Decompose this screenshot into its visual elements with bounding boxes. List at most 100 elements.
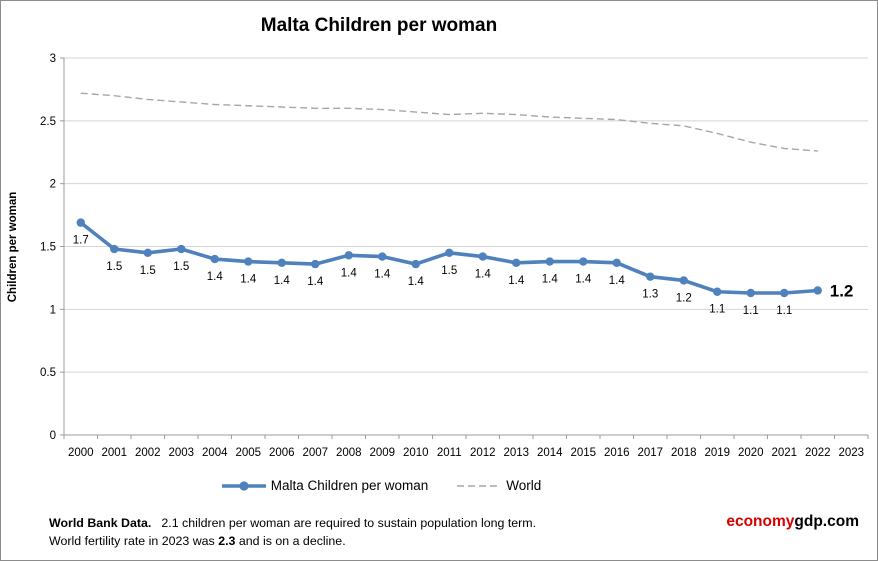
x-tick-label: 2004 xyxy=(202,447,228,459)
footer-source: World Bank Data. xyxy=(49,516,152,530)
x-tick-label: 2010 xyxy=(403,447,429,459)
x-tick-label: 2022 xyxy=(805,447,831,459)
x-tick-label: 2012 xyxy=(470,447,496,459)
y-tick-label: 1 xyxy=(50,304,56,316)
data-label: 1.5 xyxy=(140,265,156,277)
footer-line2: World fertility rate in 2023 was 2.3 and… xyxy=(49,533,536,551)
data-point xyxy=(713,287,722,296)
malta-series-line xyxy=(79,221,818,295)
data-label: 1.4 xyxy=(408,276,425,288)
y-tick-label: 2.5 xyxy=(40,116,56,128)
data-label: 1.5 xyxy=(106,261,122,273)
data-point xyxy=(512,258,521,268)
x-tick-label: 2009 xyxy=(369,447,395,459)
data-label: 1.4 xyxy=(341,267,358,279)
data-point xyxy=(545,257,554,266)
data-point xyxy=(244,257,253,266)
y-tick-label: 3 xyxy=(50,53,56,65)
data-point xyxy=(277,258,286,268)
data-point xyxy=(679,276,688,285)
data-label: 1.4 xyxy=(240,274,257,286)
footer-line2-pre: World fertility rate in 2023 was xyxy=(49,533,219,548)
data-label: 1.4 xyxy=(508,275,525,287)
x-tick-label: 2003 xyxy=(168,447,194,459)
latest-value-label: 1.2 xyxy=(830,281,854,300)
footer-line2-bold: 2.3 xyxy=(218,533,236,548)
x-tick-label: 2018 xyxy=(671,447,697,459)
data-label: 1.1 xyxy=(709,304,725,316)
chart-title: Malta Children per woman xyxy=(260,15,498,36)
x-tick-label: 2014 xyxy=(537,447,563,459)
data-label: 1.1 xyxy=(743,305,759,317)
x-tick-label: 2011 xyxy=(437,447,462,459)
x-tick-label: 2013 xyxy=(503,447,529,459)
data-point xyxy=(813,286,822,295)
chart-plot-area: Children per woman 3 2.5 2 1.5 1 0.5 0 2000 2001… xyxy=(7,53,869,459)
x-tick-label: 2002 xyxy=(135,447,161,459)
brand-logo-red: economy xyxy=(726,513,795,530)
data-point xyxy=(110,244,119,254)
data-point xyxy=(445,248,454,257)
x-tick-label: 2000 xyxy=(68,447,94,459)
y-axis-title: Children per woman xyxy=(7,192,19,303)
data-point xyxy=(143,248,152,257)
data-point xyxy=(344,251,353,260)
brand-logo[interactable]: economygdp.com xyxy=(726,513,859,531)
data-label: 1.4 xyxy=(274,275,291,287)
footer-line1-text: 2.1 children per woman are required to s… xyxy=(161,516,537,530)
data-point xyxy=(780,288,789,298)
data-point xyxy=(646,272,655,281)
data-label: 1.4 xyxy=(475,269,492,281)
chart-legend: Malta Children per woman World xyxy=(1,478,761,493)
data-label: 1.4 xyxy=(609,275,626,287)
x-tick-label: 2005 xyxy=(235,447,261,459)
y-tick-label: 2 xyxy=(50,179,56,191)
data-label: 1.4 xyxy=(575,274,592,286)
x-tick-label: 2017 xyxy=(637,447,663,459)
footer-note: World Bank Data. 2.1 children per woman a… xyxy=(49,515,536,551)
x-tick-label: 2001 xyxy=(101,447,127,459)
data-label: 1.4 xyxy=(207,271,224,283)
data-point xyxy=(177,244,186,254)
x-tick-label: 2020 xyxy=(738,447,764,459)
legend-label-world: World xyxy=(506,478,542,493)
y-tick-label: 0.5 xyxy=(40,367,56,379)
data-point xyxy=(612,258,621,268)
x-tick-label: 2021 xyxy=(771,447,797,459)
data-label: 1.4 xyxy=(374,269,391,281)
data-label: 1.5 xyxy=(441,265,457,277)
data-label: 1.7 xyxy=(73,235,89,247)
data-point xyxy=(478,252,487,261)
data-label: 1.4 xyxy=(307,276,324,288)
data-point xyxy=(210,254,219,264)
x-tick-label: 2016 xyxy=(604,447,630,459)
y-tick-label: 0 xyxy=(50,430,56,442)
data-point xyxy=(411,259,420,269)
x-tick-label: 2006 xyxy=(269,447,295,459)
x-tick-label: 2008 xyxy=(336,447,362,459)
brand-logo-black: gdp.com xyxy=(794,513,859,530)
x-tick-label: 2007 xyxy=(302,447,328,459)
footer-line2-post: and is on a decline. xyxy=(235,533,346,548)
data-point xyxy=(378,252,387,261)
data-point xyxy=(746,288,755,298)
malta-line-swatch-icon xyxy=(221,480,266,491)
data-label: 1.2 xyxy=(676,292,692,304)
world-dashed-swatch-icon xyxy=(457,484,502,487)
legend-label-malta: Malta Children per woman xyxy=(270,478,429,493)
world-series-line xyxy=(80,92,818,152)
data-point xyxy=(311,259,320,269)
data-point xyxy=(579,257,588,266)
legend-item-world: World xyxy=(456,478,541,493)
data-label: 1.4 xyxy=(542,274,559,286)
data-point xyxy=(76,218,85,227)
data-label: 1.1 xyxy=(776,305,792,317)
y-tick-label: 1.5 xyxy=(40,242,56,254)
x-tick-label: 2023 xyxy=(838,447,864,459)
footer-line1: World Bank Data. 2.1 children per woman a… xyxy=(49,515,536,533)
x-tick-label: 2019 xyxy=(704,447,730,459)
legend-item-malta: Malta Children per woman xyxy=(221,478,429,493)
data-label: 1.5 xyxy=(173,261,189,273)
x-tick-label: 2015 xyxy=(570,447,596,459)
